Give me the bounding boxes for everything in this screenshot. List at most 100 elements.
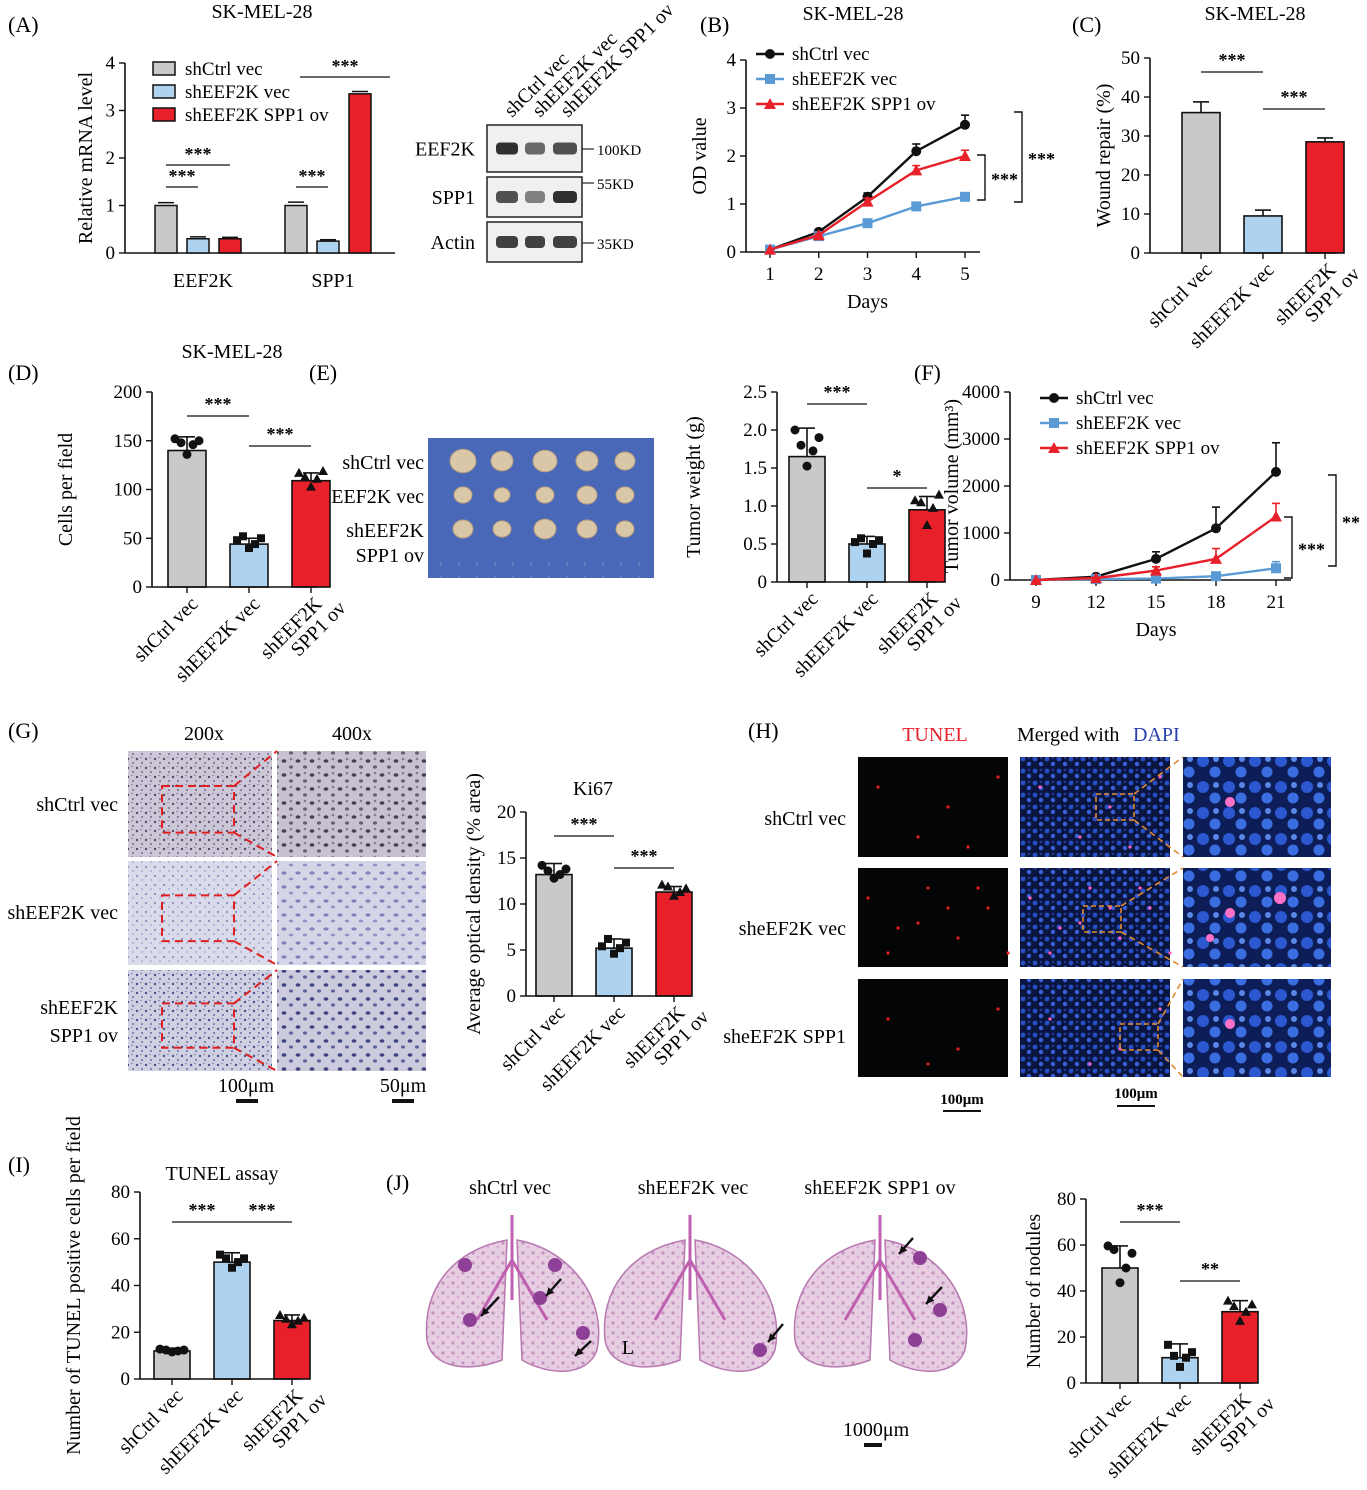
zoom-line xyxy=(233,750,278,787)
data-point xyxy=(299,1312,309,1322)
row-label: shCtrl vec xyxy=(764,808,846,830)
y-tick-label: 1.5 xyxy=(743,458,767,479)
y-axis-label: Wound repair (%) xyxy=(1093,84,1115,228)
tumor xyxy=(533,518,557,540)
panel-label-B: (B) xyxy=(700,12,729,37)
y-tick-label: 0 xyxy=(1067,1373,1077,1394)
sig-mark: *** xyxy=(824,382,851,402)
panel-label-I: (I) xyxy=(8,1152,30,1177)
lung-kd-left xyxy=(603,1239,686,1368)
y-tick-label: 3 xyxy=(727,98,737,119)
panel-label-G: (G) xyxy=(8,718,39,743)
ihc-panel: 200x 400x shCtrl vec shEEF2K vec shEEF2K SPP1… xyxy=(7,723,427,1103)
legend-label: shEEF2K SPP1 ov xyxy=(1076,438,1220,459)
data-point xyxy=(257,534,265,543)
panel-label-H: (H) xyxy=(748,718,779,743)
data-point xyxy=(179,1345,189,1355)
data-point xyxy=(1176,1362,1184,1371)
data-point xyxy=(669,890,679,900)
y-tick-label: 150 xyxy=(114,431,143,452)
zoom-line xyxy=(1133,756,1184,795)
marker-size: 35KD xyxy=(597,237,634,253)
tumor xyxy=(492,520,512,538)
data-point xyxy=(234,1258,242,1267)
sig-mark: *** xyxy=(185,144,212,164)
legend-marker xyxy=(764,98,776,109)
tumor xyxy=(532,449,558,473)
merged-image xyxy=(1020,868,1170,967)
tunel-dot xyxy=(886,951,890,955)
y-tick-label: 0 xyxy=(991,570,1001,591)
y-tick-label: 20 xyxy=(497,802,516,823)
sig-mark: *** xyxy=(249,1200,276,1220)
data-point xyxy=(318,465,328,475)
metastatic-nodule xyxy=(463,1313,477,1327)
sig-mark: *** xyxy=(169,166,196,186)
blot-row-label: Actin xyxy=(431,232,475,254)
y-tick-label: 0 xyxy=(1131,243,1141,264)
data-point xyxy=(862,218,873,229)
tunel-image xyxy=(858,757,1008,857)
y-tick-label: 1.0 xyxy=(743,496,767,517)
lung-ctrl-right xyxy=(516,1239,600,1372)
sig-mark: ** xyxy=(1201,1259,1219,1279)
y-tick-label: 20 xyxy=(111,1322,130,1343)
bar-ov xyxy=(1305,141,1345,254)
bar-ov xyxy=(291,479,331,588)
y-tick-label: 4000 xyxy=(962,382,1000,403)
zoom-image xyxy=(1183,757,1331,857)
zoom-dot xyxy=(1225,908,1235,918)
data-point xyxy=(543,866,553,876)
arrowhead xyxy=(768,1333,777,1342)
zoom-line xyxy=(233,940,278,966)
bar-kd xyxy=(1243,215,1283,254)
scale-bar-label: 100μm xyxy=(940,1092,984,1108)
sig-bracket xyxy=(1014,111,1023,203)
y-tick-label: 0 xyxy=(133,577,143,598)
y-tick-label: 0 xyxy=(507,986,517,1007)
column-header: 400x xyxy=(332,723,372,745)
panel-label-D: (D) xyxy=(8,360,39,385)
lung-kd-airway xyxy=(653,1215,727,1321)
zoom-line xyxy=(233,969,278,1005)
merged-dot xyxy=(1138,886,1142,890)
zoom-box xyxy=(161,784,235,834)
row-label: sheEF2K SPP1 xyxy=(723,1026,846,1048)
y-tick-label: 2.0 xyxy=(743,420,767,441)
merged-image xyxy=(1020,979,1170,1077)
y-axis-label: Number of nodules xyxy=(1023,1214,1045,1369)
merged-dot xyxy=(1058,926,1062,930)
sig-mark: *** xyxy=(1219,50,1246,70)
legend-marker xyxy=(1048,442,1060,453)
data-point xyxy=(1270,510,1282,522)
data-point xyxy=(1188,1348,1196,1357)
x-tick-label: 2 xyxy=(814,264,824,285)
x-tick-label: 15 xyxy=(1147,592,1166,613)
merged-dot xyxy=(1078,921,1082,925)
zoom-image xyxy=(1183,979,1331,1077)
data-point xyxy=(216,1250,224,1259)
zoom-box xyxy=(161,894,235,943)
legend-marker xyxy=(1049,418,1059,428)
merged-dot xyxy=(1148,906,1152,910)
chart-title: SK-MEL-28 xyxy=(802,3,903,25)
bar-ctrl xyxy=(1181,111,1221,254)
data-point xyxy=(928,502,938,512)
data-point xyxy=(233,536,241,545)
tumor xyxy=(575,450,599,472)
data-point xyxy=(764,243,776,255)
merged-dot xyxy=(1168,951,1172,955)
zoom-box xyxy=(1119,1023,1159,1051)
x-axis-label: Days xyxy=(847,291,888,313)
bar-ctrl xyxy=(167,449,207,588)
data-point xyxy=(875,536,883,545)
data-point xyxy=(275,1309,285,1319)
blot-band xyxy=(553,236,577,248)
panel-label-C: (C) xyxy=(1072,12,1101,37)
panel-label-E: (E) xyxy=(309,360,337,385)
chart-G: 0 5 10 15 20 Average optical density (% area)… xyxy=(463,773,714,1096)
